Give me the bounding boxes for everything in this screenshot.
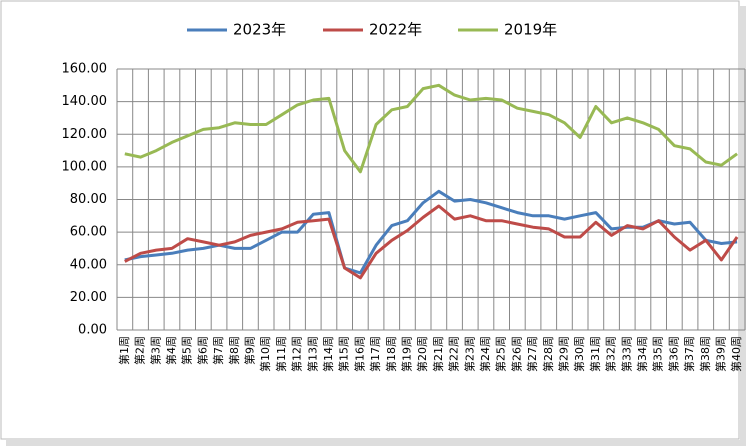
- x-tick-label: 第29周: [556, 336, 570, 372]
- x-tick-label: 第40周: [729, 336, 743, 372]
- x-tick-label: 第8周: [227, 336, 241, 365]
- chart-border: [0, 0, 740, 440]
- x-tick-label: 第25周: [494, 336, 508, 372]
- x-tick-label: 第39周: [713, 336, 727, 372]
- x-tick-label: 第11周: [274, 336, 288, 372]
- x-tick-label: 第7周: [211, 336, 225, 365]
- x-tick-label: 第26周: [509, 336, 523, 372]
- y-tick-label: 40.00: [70, 257, 107, 272]
- y-tick-label: 0.00: [78, 323, 107, 338]
- y-tick-label: 100.00: [62, 159, 108, 174]
- x-tick-label: 第36周: [666, 336, 680, 372]
- legend-label: 2022年: [369, 21, 422, 39]
- x-tick-label: 第31周: [588, 336, 602, 372]
- x-tick-label: 第22周: [447, 336, 461, 372]
- series-line: [124, 83, 738, 174]
- x-tick-label: 第21周: [431, 336, 445, 372]
- legend-label: 2019年: [504, 21, 557, 39]
- x-tick-label: 第32周: [604, 336, 618, 372]
- x-tick-label: 第6周: [195, 336, 209, 365]
- x-tick-label: 第5周: [180, 336, 194, 365]
- x-tick-label: 第3周: [148, 336, 162, 365]
- legend-label: 2023年: [233, 21, 286, 39]
- x-tick-label: 第15周: [337, 336, 351, 372]
- x-tick-label: 第30周: [572, 336, 586, 372]
- x-tick-label: 第13周: [305, 336, 319, 372]
- x-tick-label: 第27周: [525, 336, 539, 372]
- x-tick-label: 第17周: [368, 336, 382, 372]
- y-tick-label: 80.00: [70, 192, 107, 207]
- x-tick-label: 第24周: [478, 336, 492, 372]
- y-tick-label: 120.00: [62, 127, 108, 142]
- x-tick-label: 第14周: [321, 336, 335, 372]
- y-tick-label: 20.00: [70, 290, 107, 305]
- x-tick-label: 第18周: [384, 336, 398, 372]
- x-tick-label: 第28周: [541, 336, 555, 372]
- x-tick-label: 第38周: [698, 336, 712, 372]
- x-tick-label: 第33周: [619, 336, 633, 372]
- shadow: [6, 440, 746, 446]
- x-tick-label: 第16周: [352, 336, 366, 372]
- y-tick-label: 140.00: [62, 94, 108, 109]
- x-tick-label: 第1周: [117, 336, 131, 365]
- shadow: [740, 6, 746, 442]
- x-tick-label: 第2周: [133, 336, 147, 365]
- y-tick-label: 60.00: [70, 225, 107, 240]
- x-tick-label: 第10周: [258, 336, 272, 372]
- x-tick-label: 第4周: [164, 336, 178, 365]
- x-tick-label: 第9周: [242, 336, 256, 365]
- x-tick-label: 第20周: [415, 336, 429, 372]
- x-tick-label: 第35周: [651, 336, 665, 372]
- x-tick-label: 第37周: [682, 336, 696, 372]
- x-tick-label: 第34周: [635, 336, 649, 372]
- x-tick-label: 第19周: [399, 336, 413, 372]
- y-tick-label: 160.00: [62, 62, 108, 77]
- series-line: [124, 204, 739, 280]
- x-tick-label: 第12周: [290, 336, 304, 372]
- x-tick-label: 第23周: [462, 336, 476, 372]
